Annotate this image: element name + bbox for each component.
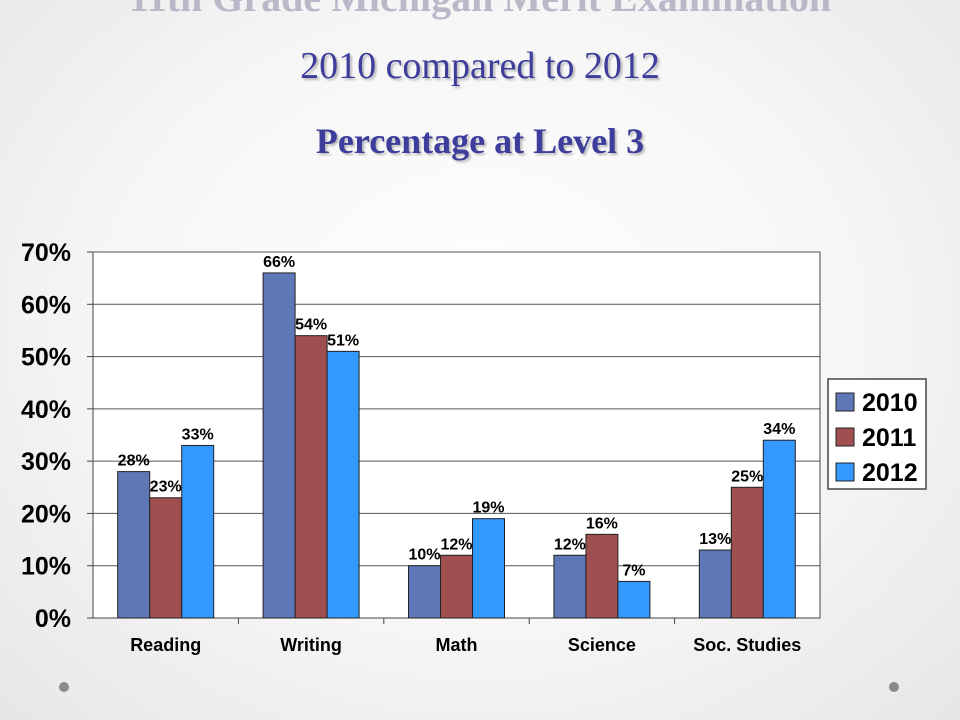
bar-2012 bbox=[326, 350, 360, 619]
data-label: 54% bbox=[295, 317, 327, 334]
data-label: 7% bbox=[622, 562, 645, 579]
y-tick-label: 70% bbox=[21, 239, 71, 267]
y-tick-label: 20% bbox=[21, 500, 71, 528]
bar-2011 bbox=[585, 533, 619, 619]
bar-2011 bbox=[440, 554, 473, 619]
legend-label: 2011 bbox=[862, 424, 916, 452]
y-tick-label: 50% bbox=[21, 344, 71, 372]
bar-2012 bbox=[617, 580, 651, 619]
bar-2011 bbox=[730, 486, 764, 619]
y-tick-label: 60% bbox=[21, 291, 71, 319]
slide-subtitle: 2010 compared to 2012 bbox=[300, 45, 660, 87]
legend-swatch-2011 bbox=[835, 427, 855, 447]
data-label: 10% bbox=[408, 547, 440, 564]
y-tick-label: 0% bbox=[35, 605, 71, 633]
bar-2010 bbox=[117, 471, 151, 619]
legend-swatch-2010 bbox=[835, 392, 855, 412]
bar-2012 bbox=[181, 444, 215, 619]
y-tick-label: 30% bbox=[21, 448, 71, 476]
data-label: 23% bbox=[150, 479, 182, 496]
data-label: 19% bbox=[472, 500, 504, 517]
legend-swatch-2012 bbox=[835, 462, 855, 482]
legend-label: 2012 bbox=[862, 459, 918, 487]
y-tick-label: 40% bbox=[21, 396, 71, 424]
x-tick-label: Writing bbox=[280, 635, 342, 655]
bar-2012 bbox=[762, 439, 796, 619]
data-label: 33% bbox=[182, 426, 214, 443]
bar-2010 bbox=[698, 549, 732, 619]
x-tick-label: Soc. Studies bbox=[693, 635, 801, 655]
slide-title: Percentage at Level 3 bbox=[315, 121, 645, 161]
x-tick-label: Math bbox=[436, 635, 478, 655]
data-label: 13% bbox=[699, 531, 731, 548]
x-tick-label: Reading bbox=[130, 635, 201, 655]
data-label: 28% bbox=[118, 453, 150, 470]
x-tick-label: Science bbox=[568, 635, 636, 655]
bar-2011 bbox=[294, 335, 328, 619]
data-label: 12% bbox=[440, 536, 472, 553]
data-label: 66% bbox=[263, 254, 295, 271]
data-label: 12% bbox=[554, 536, 586, 553]
bar-2010 bbox=[408, 565, 441, 619]
legend-label: 2010 bbox=[862, 389, 918, 417]
data-label: 51% bbox=[327, 332, 359, 349]
slide-title-top: 11th Grade Michigan Merit Examination bbox=[0, 0, 960, 21]
data-label: 34% bbox=[763, 421, 795, 438]
decorative-dot-right bbox=[889, 682, 899, 692]
bar-2011 bbox=[149, 497, 183, 619]
bar-2010 bbox=[262, 272, 296, 619]
bar-2010 bbox=[553, 554, 587, 619]
decorative-dot-left bbox=[59, 682, 69, 692]
data-label: 25% bbox=[731, 468, 763, 485]
y-tick-label: 10% bbox=[21, 553, 71, 581]
bar-2012 bbox=[472, 518, 505, 619]
data-label: 16% bbox=[586, 515, 618, 532]
